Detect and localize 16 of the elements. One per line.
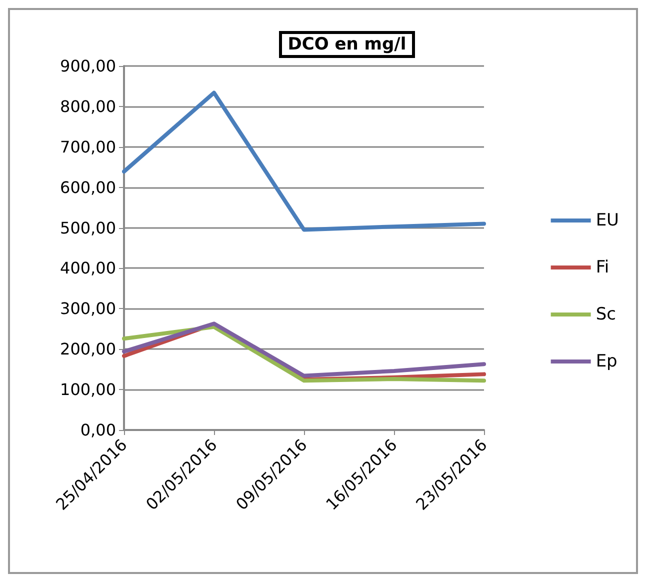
y-tick-label: 900,00	[60, 56, 116, 76]
y-tick-label: 700,00	[60, 137, 116, 156]
y-tick-label: 600,00	[60, 178, 116, 197]
legend-label: EU	[596, 210, 620, 230]
legend-label: Fi	[596, 258, 610, 278]
y-tick-label: 400,00	[60, 258, 116, 278]
y-tick-label: 100,00	[60, 380, 116, 400]
y-tick-label: 200,00	[60, 340, 116, 359]
y-tick-label: 300,00	[60, 299, 116, 318]
chart-title: DCO en mg/l	[288, 34, 406, 54]
y-tick-label: 800,00	[60, 96, 116, 116]
y-tick-label: 500,00	[60, 218, 116, 238]
legend-label: Sc	[596, 304, 616, 324]
legend-label: Ep	[596, 352, 618, 372]
y-tick-label: 0,00	[80, 420, 116, 440]
line-series	[122, 90, 486, 232]
